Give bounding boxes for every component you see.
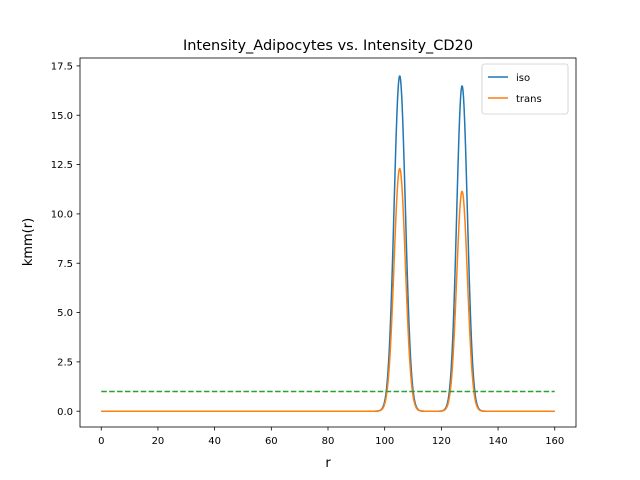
legend-label-iso: iso xyxy=(516,73,530,84)
x-tick-label: 160 xyxy=(545,436,564,447)
y-tick-label: 0.0 xyxy=(57,407,73,418)
x-tick-label: 0 xyxy=(98,436,104,447)
y-tick-label: 12.5 xyxy=(51,160,73,171)
x-tick-label: 40 xyxy=(208,436,221,447)
legend: iso trans xyxy=(481,63,569,115)
x-tick-label: 60 xyxy=(265,436,278,447)
legend-label-trans: trans xyxy=(516,94,542,105)
series-line-iso xyxy=(101,75,555,412)
legend-box xyxy=(481,63,569,115)
x-tick-label: 80 xyxy=(322,436,335,447)
x-axis-label: r xyxy=(325,456,331,471)
x-tick-label: 100 xyxy=(375,436,394,447)
x-tick-label: 140 xyxy=(489,436,508,447)
series-line-trans xyxy=(101,168,555,412)
y-tick-label: 5.0 xyxy=(57,308,73,319)
y-tick-label: 2.5 xyxy=(57,357,73,368)
chart-title: Intensity_Adipocytes vs. Intensity_CD20 xyxy=(183,38,473,54)
y-tick-label: 15.0 xyxy=(51,111,73,122)
x-tick-label: 20 xyxy=(152,436,165,447)
y-tick-label: 10.0 xyxy=(51,209,73,220)
y-axis-ticks: 0.0 2.5 5.0 7.5 10.0 12.5 15.0 17.5 xyxy=(51,61,80,418)
y-tick-label: 17.5 xyxy=(51,61,73,72)
y-tick-label: 7.5 xyxy=(57,259,73,270)
y-axis-label: kmm(r) xyxy=(21,218,36,266)
x-axis-ticks: 0 20 40 60 80 100 120 140 160 xyxy=(98,427,564,447)
x-tick-label: 120 xyxy=(432,436,451,447)
